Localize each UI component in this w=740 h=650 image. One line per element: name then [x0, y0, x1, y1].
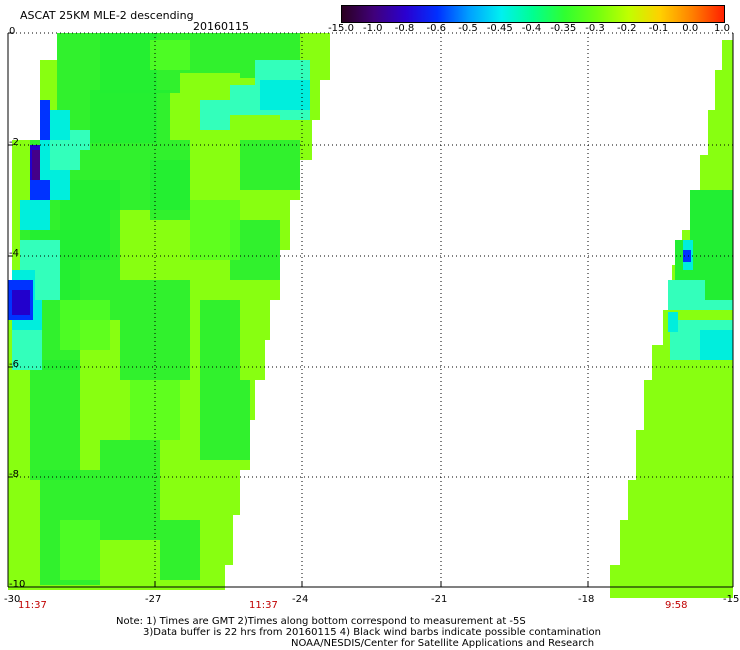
colorbar-tick-label: -0.5 — [458, 23, 478, 34]
swath-cell — [150, 40, 190, 70]
colorbar-tick-label: -0.2 — [616, 23, 637, 34]
swath-cell — [35, 240, 60, 300]
swath-cell — [40, 100, 50, 140]
lat-label: -8 — [9, 469, 19, 480]
swath-cell — [90, 90, 170, 140]
colorbar-tick-label: -0.4 — [521, 23, 542, 34]
swath-cell — [150, 160, 190, 220]
lat-label: -10 — [9, 579, 25, 590]
swath-cell — [12, 330, 42, 370]
swath-cell — [200, 300, 240, 380]
swath-cell — [200, 380, 250, 460]
axis-layer: -30 -27 -24 -21 -18 -15 0 -2 -4 -6 -8 -10 — [4, 26, 739, 605]
swath-cell — [683, 250, 691, 262]
swath-cell — [100, 440, 160, 540]
lon-label: -18 — [578, 594, 594, 605]
colorbar-tick-label: -0.3 — [585, 23, 605, 34]
grid-layer — [8, 32, 733, 587]
swath-cell — [200, 100, 230, 130]
colorbar-labels: -15.0 -1.0 -0.8 -0.6 -0.5 -0.45 -0.4 -0.35 -0.3-… — [328, 23, 740, 37]
lon-label: -27 — [145, 594, 161, 605]
swath-cell — [70, 130, 90, 150]
colorbar-tick-label: -15.0 — [328, 23, 354, 34]
footer-note-1: Note: 1) Times are GMT 2)Times along bot… — [116, 616, 526, 627]
swath-cell — [32, 150, 40, 180]
swath-cell — [240, 140, 300, 190]
lon-label: -24 — [292, 594, 308, 605]
colorbar-tick-label: -1.0 — [362, 23, 383, 34]
colorbar-tick-label: -0.1 — [648, 23, 669, 34]
swath-cell — [160, 520, 200, 580]
time-label-right: 9:58 — [665, 600, 688, 611]
lat-label: -4 — [9, 248, 19, 259]
swath-cell — [700, 330, 733, 360]
swath-cell — [12, 290, 30, 315]
swath-cell — [190, 200, 240, 260]
footer-note-2: 3)Data buffer is 22 hrs from 20160115 4)… — [143, 627, 601, 638]
map-title: ASCAT 25KM MLE-2 descending — [20, 9, 194, 22]
swath-cell — [50, 110, 70, 140]
lon-label: -21 — [431, 594, 447, 605]
lat-label: 0 — [9, 26, 15, 37]
swath-cell — [60, 300, 110, 350]
swath-layer — [8, 33, 733, 598]
swath-cell — [60, 520, 100, 580]
map-date: 20160115 — [193, 20, 249, 33]
swath-cell — [30, 360, 80, 480]
colorbar-tick-label: -0.6 — [426, 23, 447, 34]
time-label-left: 11:37 — [18, 600, 47, 611]
lat-label: -6 — [9, 359, 19, 370]
swath-cell — [668, 312, 678, 332]
lat-label: -2 — [9, 137, 19, 148]
swath-cell — [705, 260, 733, 300]
colorbar-tick-label: -0.45 — [486, 23, 513, 34]
time-label-middle: 11:37 — [249, 600, 278, 611]
colorbar-tick-label: 1.0 — [714, 23, 730, 34]
lon-label: -30 — [4, 594, 20, 605]
colorbar-tick-label: 0.0 — [682, 23, 699, 34]
lon-label: -15 — [723, 594, 739, 605]
colorbar-tick-label: -0.35 — [550, 23, 577, 34]
swath-cell — [20, 200, 50, 230]
footer-credit: NOAA/NESDIS/Center for Satellite Applica… — [291, 638, 595, 649]
colorbar — [341, 5, 725, 23]
colorbar-tick-label: -0.8 — [394, 23, 415, 34]
